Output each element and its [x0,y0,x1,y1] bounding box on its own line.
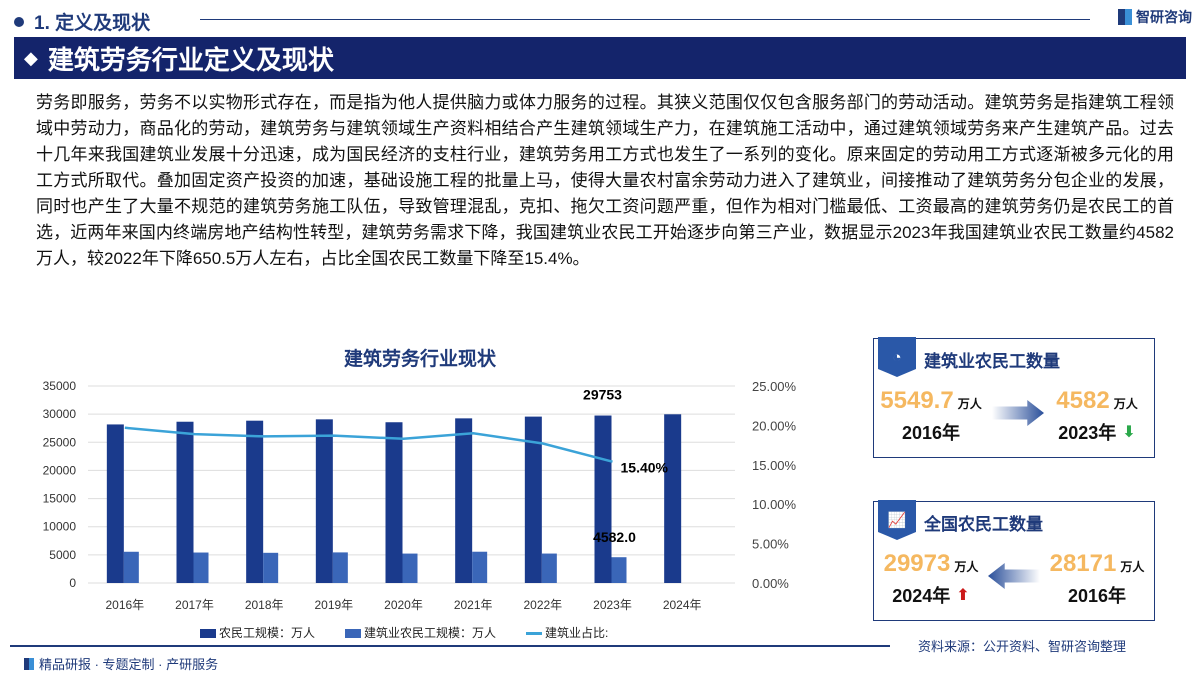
bar-construction-workers [263,552,279,583]
y-tick-label: 10000 [43,520,77,534]
data-label: 29753 [583,387,622,403]
bar-migrant-workers [664,414,682,583]
page-title: 建筑劳务行业定义及现状 [47,44,334,75]
bar-construction-workers [611,557,627,583]
bullet-icon [14,16,24,27]
to-group: 4582 万人 2023年 ⬇ [1042,387,1152,445]
logo: 智研咨询 [1118,7,1192,27]
from-value: 28171 [1049,550,1117,577]
from-unit: 万人 [957,397,982,411]
x-tick-label: 2021年 [454,598,493,612]
footer-divider [10,645,890,647]
x-tick-label: 2017年 [175,598,214,612]
bar-migrant-workers [176,421,194,583]
data-label: 4582.0 [593,529,636,545]
data-label: 15.40% [621,460,669,476]
from-group: 5549.7 万人 2016年 [876,387,986,445]
from-year: 2016年 [1067,586,1127,606]
legend-label: 农民工规模：万人 [219,626,316,640]
y-tick-label: 30000 [43,407,77,421]
bar-migrant-workers [455,418,473,583]
legend-line [526,632,543,636]
card-title: 全国农民工数量 [924,515,1043,534]
arrow-up-icon: ⬆ [956,587,970,604]
x-tick-label: 2019年 [314,598,353,612]
bar-migrant-workers [315,419,333,583]
bar-migrant-workers [524,416,542,583]
bar-migrant-workers [106,424,124,583]
line-construction-share [124,426,613,463]
source-note: 资料来源：公开资料、智研咨询整理 [918,639,1127,654]
y-tick-label: 35000 [43,379,77,393]
x-tick-label: 2020年 [384,598,423,612]
bar-migrant-workers [385,422,403,583]
from-unit: 万人 [1120,560,1145,574]
bar-migrant-workers [246,420,264,583]
to-value: 29973 [883,550,951,577]
legend-swatch [200,629,216,639]
y-tick-label: 25000 [43,435,77,449]
divider [200,19,1090,20]
to-year: 2024年 [892,586,951,606]
y-tick-label: 5000 [49,548,76,562]
section-heading: 1. 定义及现状 [14,8,150,35]
pie-chart-icon: ◔ [878,337,916,377]
y2-tick-label: 10.00% [752,497,797,512]
to-value: 4582 [1056,387,1110,414]
footer: 精品研报 · 专题定制 · 产研服务 [24,654,218,673]
arrow-left-icon [988,563,1040,589]
to-unit: 万人 [954,560,979,574]
logo-icon [24,657,34,670]
to-year: 2023年 [1058,423,1117,443]
card-title: 建筑业农民工数量 [924,352,1060,371]
card-construction-workers: ◔ 建筑业农民工数量 5549.7 万人 2016年 4582 万人 2023年 ⬇ [873,337,1155,458]
y-tick-label: 15000 [43,492,77,506]
y2-tick-label: 15.00% [752,458,797,473]
chart-title: 建筑劳务行业现状 [343,349,496,370]
bar-migrant-workers [594,415,612,583]
diamond-icon: ◆ [24,47,38,68]
arrow-right-icon [992,400,1044,426]
legend-label: 建筑业占比: [545,626,609,640]
y-tick-label: 0 [69,576,76,590]
bar-construction-workers [193,552,209,583]
legend-item-construction: 建筑业农民工规模：万人 [345,624,496,641]
bar-construction-workers [123,551,139,583]
logo-icon [1118,9,1132,25]
bar-construction-workers [402,553,418,583]
legend-item-migrant: 农民工规模：万人 [200,624,315,641]
legend-swatch [345,629,362,639]
x-tick-label: 2023年 [593,598,632,612]
bar-construction-workers [541,553,557,583]
arrow-down-icon: ⬇ [1122,424,1136,441]
description-paragraph: 劳务即服务，劳务不以实物形式存在，而是指为他人提供脑力或体力服务的过程。其狭义范… [36,93,1174,268]
legend-label: 建筑业农民工规模：万人 [364,626,497,640]
chart-legend: 农民工规模：万人 建筑业农民工规模：万人 建筑业占比: [200,624,608,641]
bar-construction-workers [332,552,348,583]
to-group: 29973 万人 2024年 ⬆ [876,550,986,608]
y2-tick-label: 25.00% [752,379,797,394]
x-tick-label: 2024年 [663,598,702,612]
x-tick-label: 2016年 [105,598,144,612]
y2-tick-label: 20.00% [752,418,797,433]
to-unit: 万人 [1113,397,1138,411]
y2-tick-label: 5.00% [752,537,789,552]
legend-item-share: 建筑业占比: [526,624,608,641]
footer-tagline: 精品研报 · 专题定制 · 产研服务 [39,657,219,672]
section-title: 1. 定义及现状 [34,13,151,34]
y-tick-label: 20000 [43,463,77,477]
from-year: 2016年 [901,423,961,443]
from-value: 5549.7 [880,387,954,414]
y2-tick-label: 0.00% [752,576,789,591]
card-national-workers: 📈 全国农民工数量 29973 万人 2024年 ⬆ 28171 万人 2016年 [873,500,1155,621]
combo-chart: 0 5000 10000 15000 20000 25000 30000 35000 0.00%… [43,379,797,612]
x-tick-label: 2022年 [523,598,562,612]
page-banner: ◆ 建筑劳务行业定义及现状 [14,37,1186,79]
x-tick-label: 2018年 [245,598,284,612]
growth-chart-icon: 📈 [878,500,916,540]
bar-construction-workers [472,551,488,583]
from-group: 28171 万人 2016年 [1042,550,1152,608]
logo-text: 智研咨询 [1136,9,1192,25]
